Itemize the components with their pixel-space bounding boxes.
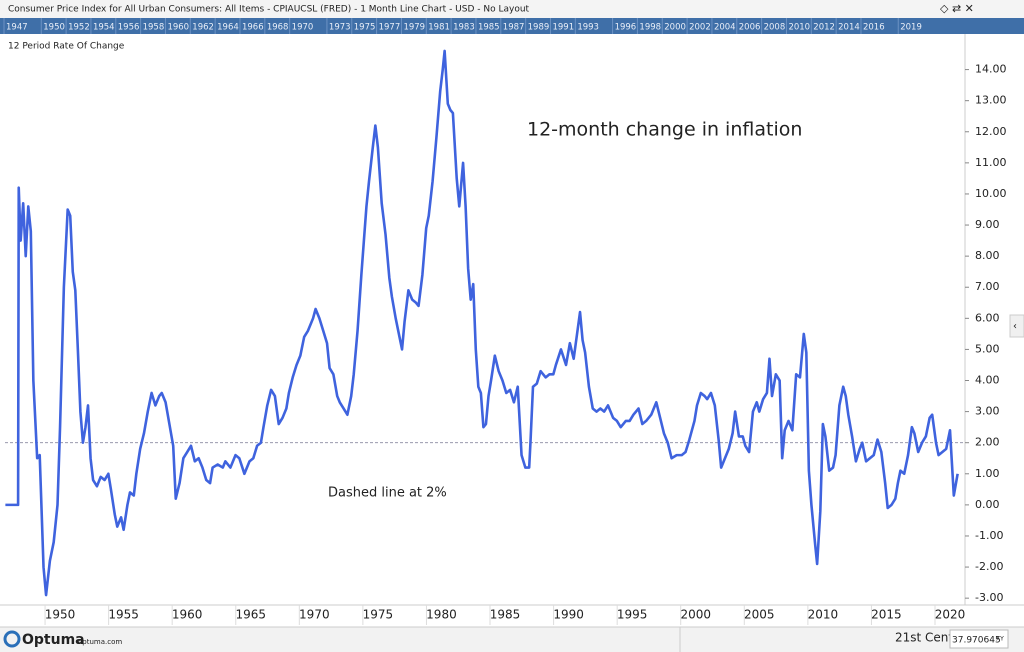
navigator-label: 1973 [329, 23, 351, 33]
navigator-label: 2008 [764, 23, 786, 33]
x-tick-label: 1975 [363, 608, 394, 622]
navigator-label: 2014 [838, 23, 860, 33]
navigator-label: 1966 [242, 23, 264, 33]
navigator-label: 2002 [689, 23, 711, 33]
x-tick-label: 1950 [45, 608, 76, 622]
navigator-label: 1975 [354, 23, 376, 33]
y-tick-label: -1.00 [975, 529, 1003, 542]
y-tick-label: 4.00 [975, 374, 1000, 387]
navigator-label: 1956 [118, 23, 140, 33]
y-tick-label: 0.00 [975, 498, 1000, 511]
navigator-label: 1958 [143, 23, 165, 33]
navigator-label: 1983 [453, 23, 475, 33]
period-label[interactable]: 21st Centu [895, 631, 961, 645]
y-tick-label: 9.00 [975, 218, 1000, 231]
y-tick-label: 5.00 [975, 342, 1000, 355]
navigator-label: 2004 [714, 23, 736, 33]
y-tick-label: 2.00 [975, 436, 1000, 449]
y-tick-label: 12.00 [975, 125, 1007, 138]
chart-title: Consumer Price Index for All Urban Consu… [8, 5, 530, 15]
side-panel-arrow[interactable]: ‹ [1013, 321, 1017, 332]
cursor-box [949, 629, 1009, 649]
navigator-label: 1998 [639, 23, 661, 33]
x-tick-label: 1985 [490, 608, 521, 622]
navigator-label: 1962 [192, 23, 214, 33]
navigator-label: 1987 [503, 23, 525, 33]
cursor-mode[interactable]: XY [996, 636, 1004, 643]
navigator-label: 1979 [403, 23, 425, 33]
x-tick-label: 1965 [235, 608, 266, 622]
logo-site: optuma.com [78, 638, 122, 646]
navigator-strip[interactable] [0, 18, 1024, 34]
navigator: 1947 1950 1952 1954 1956 1958 1960 1962 1964 1966… [3, 18, 922, 34]
subtitle: 12 Period Rate Of Change [8, 42, 125, 52]
x-tick-label: 1995 [617, 608, 648, 622]
navigator-label: 1996 [615, 23, 637, 33]
side-panel-toggle[interactable] [1009, 314, 1024, 338]
navigator-label: 2019 [900, 23, 922, 33]
navigator-label: 1985 [478, 23, 500, 33]
x-tick-label: 1980 [426, 608, 457, 622]
navigator-label: 2016 [863, 23, 885, 33]
y-tick-label: 8.00 [975, 249, 1000, 262]
y-tick-label: 14.00 [975, 63, 1007, 76]
x-tick-label: 2015 [871, 608, 902, 622]
navigator-label: 1970 [292, 23, 314, 33]
y-tick-label: 1.00 [975, 467, 1000, 480]
logo-icon [3, 630, 21, 648]
y-tick-label: 3.00 [975, 405, 1000, 418]
header-icons[interactable]: ◇ ⇄ ✕ [940, 2, 974, 15]
navigator-label: 1993 [577, 23, 599, 33]
navigator-label: 1991 [552, 23, 574, 33]
x-tick-label: 1990 [553, 608, 584, 622]
y-tick-label: 6.00 [975, 311, 1000, 324]
data-line [5, 49, 959, 597]
navigator-label: 1964 [217, 23, 239, 33]
x-tick-label: 2005 [744, 608, 775, 622]
navigator-label: 1968 [267, 23, 289, 33]
navigator-label: 1989 [528, 23, 550, 33]
x-tick-label: 2000 [680, 608, 711, 622]
y-tick-label: -2.00 [975, 560, 1003, 573]
header-bar [0, 0, 1024, 18]
navigator-label: 2000 [664, 23, 686, 33]
y-tick-label: -3.00 [975, 591, 1003, 604]
annotation: 12-month change in inflation [527, 119, 802, 141]
navigator-label: 1960 [167, 23, 189, 33]
x-tick-label: 1970 [299, 608, 330, 622]
navigator-label: 2006 [739, 23, 761, 33]
y-tick-label: 10.00 [975, 187, 1007, 200]
navigator-label: 1947 [6, 23, 28, 33]
navigator-label: 2012 [813, 23, 835, 33]
x-tick-label: 2010 [808, 608, 839, 622]
y-tick-label: 7.00 [975, 280, 1000, 293]
x-tick-label: 2020 [935, 608, 966, 622]
y-tick-label: 11.00 [975, 156, 1007, 169]
y-tick-label: 13.00 [975, 94, 1007, 107]
navigator-label: 1950 [43, 23, 65, 33]
navigator-label: 1981 [428, 23, 450, 33]
navigator-label: 1954 [93, 23, 115, 33]
x-tick-label: 1960 [172, 608, 203, 622]
navigator-label: 1952 [68, 23, 90, 33]
navigator-label: 1977 [379, 23, 401, 33]
footer-bar [0, 627, 1024, 652]
x-tick-label: 1955 [108, 608, 139, 622]
annotation: Dashed line at 2% [328, 486, 447, 501]
cursor-value: 37.970645 [952, 636, 1001, 646]
navigator-label: 2010 [788, 23, 810, 33]
logo-text: Optuma [22, 632, 85, 648]
